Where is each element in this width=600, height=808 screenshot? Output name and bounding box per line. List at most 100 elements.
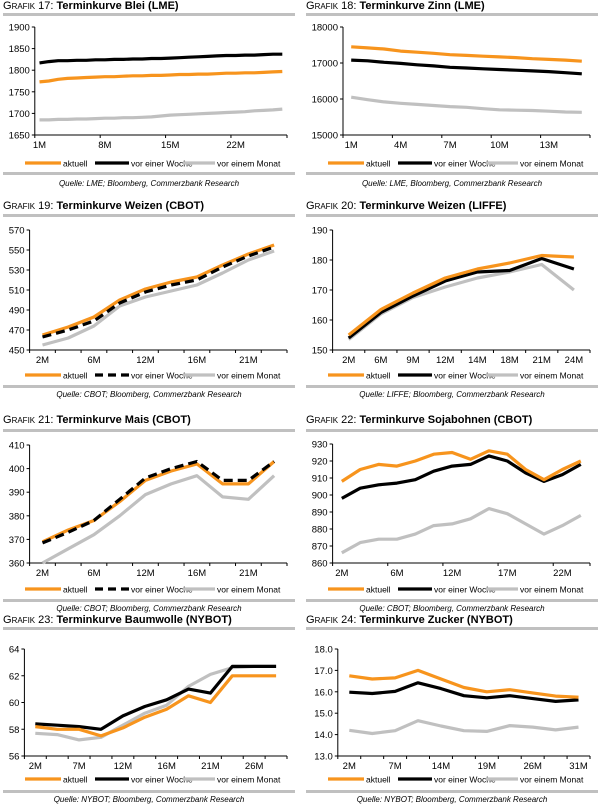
x-tick-label: 2M — [343, 761, 356, 772]
x-tick-label: 12M — [443, 568, 462, 579]
y-tick-label: 16000 — [312, 95, 338, 106]
chart-panel-19: GRAFIK 19: Terminkurve Weizen (CBOT) 570 5… — [3, 200, 295, 400]
series-line-monat — [349, 719, 579, 736]
legend-item-woche: vor einer Woche — [95, 371, 193, 381]
legend-label: vor einem Monat — [217, 585, 281, 595]
y-tick-label: 170 — [312, 286, 328, 297]
y-tick-label: 410 — [9, 441, 25, 452]
chart-title: GRAFIK 21: Terminkurve Mais (CBOT) — [3, 414, 191, 427]
legend-item-monat: vor einem Monat — [486, 585, 584, 595]
x-tick-label: 2M — [335, 568, 348, 579]
legend-label: aktuell — [366, 159, 391, 169]
y-tick-label: 570 — [9, 226, 25, 237]
title-divider — [3, 627, 295, 630]
chart-title-text: Terminkurve Zucker (NYBOT) — [359, 614, 513, 626]
chart-source: Quelle: LME; Bloomberg, Commerzbank Rese… — [58, 179, 240, 188]
chart-panel-23: GRAFIK 23: Terminkurve Baumwolle (NYBOT)… — [3, 614, 295, 808]
legend-item-aktuell: aktuell — [25, 371, 88, 381]
x-tick-label: 24M — [565, 355, 584, 366]
y-tick-label: 1900 — [9, 23, 30, 34]
legend-label: aktuell — [366, 585, 391, 595]
x-tick-label: 14M — [432, 761, 451, 772]
chart-title-prefix: GRAFIK 23: — [3, 614, 57, 626]
x-tick-label: 9M — [406, 355, 419, 366]
title-divider — [306, 214, 598, 217]
legend-item-monat: vor einem Monat — [183, 159, 281, 169]
chart-title-prefix: GRAFIK 24: — [306, 614, 360, 626]
x-tick-label: 6M — [374, 355, 387, 366]
chart-title-prefix: GRAFIK 19: — [3, 200, 57, 212]
y-tick-label: 15.0 — [314, 709, 333, 720]
legend-label: vor einem Monat — [520, 775, 584, 785]
chart-title: GRAFIK 17: Terminkurve Blei (LME) — [3, 0, 179, 13]
legend-label: aktuell — [366, 371, 391, 381]
series-line-woche — [42, 245, 275, 339]
x-tick-label: 2M — [36, 568, 49, 579]
legend-label: vor einem Monat — [217, 159, 281, 169]
legend-item-aktuell: aktuell — [328, 775, 391, 785]
legend-label: vor einem Monat — [520, 371, 584, 381]
series-line-aktuell — [35, 674, 277, 738]
title-divider — [3, 429, 295, 432]
chart-title-text: Terminkurve Sojabohnen (CBOT) — [359, 414, 533, 426]
series-line-woche — [35, 664, 277, 731]
chart-title-text: Terminkurve Mais (CBOT) — [56, 414, 191, 426]
x-tick-label: 12M — [436, 355, 455, 366]
y-tick-label: 150 — [312, 346, 328, 357]
legend-item-aktuell: aktuell — [328, 371, 391, 381]
x-tick-label: 1M — [33, 140, 46, 151]
x-tick-label: 6M — [390, 568, 403, 579]
y-tick-label: 370 — [9, 535, 25, 546]
series-line-woche — [341, 454, 582, 500]
y-tick-label: 64 — [9, 645, 20, 656]
x-tick-label: 16M — [188, 355, 207, 366]
y-tick-label: 1800 — [9, 66, 30, 77]
chart-title-text: Terminkurve Blei (LME) — [56, 0, 179, 12]
y-tick-label: 18000 — [312, 23, 338, 34]
legend-item-woche: vor einer Woche — [95, 159, 193, 169]
y-tick-label: 880 — [312, 525, 328, 536]
legend-item-woche: vor einer Woche — [398, 371, 496, 381]
chart-title: GRAFIK 20: Terminkurve Weizen (LIFFE) — [306, 200, 506, 213]
chart-title-text: Terminkurve Zinn (LME) — [359, 0, 485, 12]
y-tick-label: 14.0 — [314, 730, 333, 741]
series-line-monat — [41, 474, 276, 565]
y-tick-label: 190 — [312, 226, 328, 237]
legend-label: vor einer Woche — [434, 585, 496, 595]
x-tick-label: 7M — [73, 761, 86, 772]
title-divider — [3, 13, 295, 16]
y-tick-label: 62 — [9, 671, 20, 682]
chart-title: GRAFIK 19: Terminkurve Weizen (CBOT) — [3, 200, 204, 213]
legend-label: vor einer Woche — [131, 159, 193, 169]
series-line-woche — [349, 681, 579, 704]
series-line-monat — [350, 95, 582, 114]
title-divider — [306, 627, 598, 630]
legend-label: vor einem Monat — [217, 775, 281, 785]
legend-divider — [306, 385, 598, 388]
legend-divider — [306, 790, 598, 793]
series-line-aktuell — [347, 253, 574, 337]
legend-item-woche: vor einer Woche — [398, 775, 496, 785]
x-tick-label: 4M — [394, 140, 407, 151]
y-tick-label: 380 — [9, 511, 25, 522]
y-tick-label: 1850 — [9, 44, 30, 55]
legend-label: aktuell — [63, 159, 88, 169]
legend-label: vor einer Woche — [131, 371, 193, 381]
x-tick-label: 7M — [443, 140, 456, 151]
y-tick-label: 1650 — [9, 131, 30, 142]
legend-divider — [3, 172, 295, 175]
line-chart-18: 18000 17000 16000 15000 1M 4M 7M 10M 13M aktuell v… — [312, 23, 591, 169]
series-line-aktuell — [340, 449, 582, 483]
x-tick-label: 22M — [553, 568, 572, 579]
x-tick-label: 21M — [239, 355, 258, 366]
legend-label: vor einem Monat — [217, 371, 281, 381]
legend-divider — [306, 599, 598, 602]
y-tick-label: 17.0 — [314, 666, 333, 677]
chart-title-text: Terminkurve Baumwolle (NYBOT) — [56, 614, 232, 626]
y-tick-label: 15000 — [312, 131, 338, 142]
chart-title-prefix: GRAFIK 17: — [3, 0, 57, 12]
x-tick-label: 1M — [345, 140, 358, 151]
y-tick-label: 900 — [312, 491, 328, 502]
line-chart-21: 410 400 390 380 370 360 2M 6M 12M 16M 21M aktuell vo… — [9, 441, 288, 595]
y-tick-label: 390 — [9, 488, 25, 499]
